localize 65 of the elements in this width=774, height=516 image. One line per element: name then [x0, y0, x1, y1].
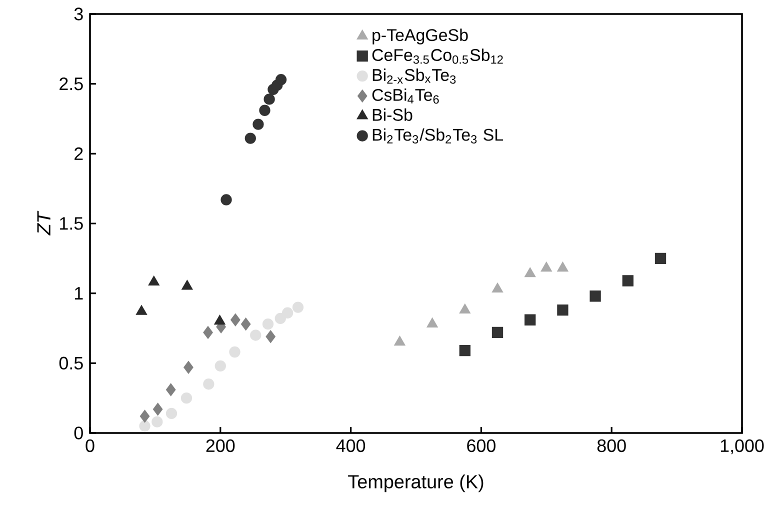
x-tick-label: 0 [86, 439, 94, 452]
point [292, 302, 304, 313]
point [214, 360, 226, 372]
point [230, 313, 240, 326]
point [166, 383, 176, 396]
legend-label: Bi-Sb [372, 108, 412, 121]
x-tick-label: 600 [467, 439, 496, 452]
point [184, 360, 194, 374]
legend-label: Bi$_{2-x}$Sb$_{x}$Te$_{3}$ [372, 68, 456, 84]
y-tick-label: 2 [74, 147, 83, 160]
point [244, 132, 256, 144]
y-tick-label: 1 [75, 287, 83, 300]
y-tick-label: 2.5 [60, 77, 83, 90]
point [557, 304, 568, 316]
point [240, 318, 251, 330]
point [654, 252, 666, 264]
point [492, 326, 504, 338]
point [262, 318, 274, 330]
point [214, 314, 226, 325]
y-tick-label: 0 [74, 426, 83, 440]
point [394, 336, 406, 346]
text: Bi$_{2}$Te$_{3}$/Sb$_{2}$Te$_{3}$ SL [372, 128, 503, 144]
point [229, 346, 240, 358]
point [459, 345, 470, 356]
point [140, 410, 150, 423]
point [180, 392, 192, 404]
point [148, 276, 160, 286]
point [274, 312, 286, 324]
point [220, 194, 232, 206]
x-tick-label: 800 [597, 439, 626, 452]
point [459, 304, 470, 314]
point [590, 290, 601, 302]
point [166, 408, 178, 420]
point [136, 305, 148, 315]
point [252, 118, 264, 130]
x-tick-label: 200 [206, 439, 235, 452]
legend-label: p-TeAgGeSb [372, 28, 468, 44]
x-tick-label: 400 [336, 439, 366, 452]
point [182, 280, 193, 290]
point [622, 275, 634, 286]
point [282, 307, 294, 318]
x-axis-title: Temperature (K) [348, 474, 484, 492]
point [426, 318, 438, 328]
point [524, 267, 536, 278]
point [557, 262, 568, 272]
point [203, 326, 213, 339]
y-tick-label: 0.5 [59, 356, 83, 370]
point [259, 104, 270, 116]
legend-label: CsBi$_{4}$Te$_{6}$ [372, 88, 439, 104]
y-tick-label: 3 [74, 8, 83, 20]
y-tick-label: 1.5 [60, 217, 83, 230]
point [250, 330, 262, 341]
point [275, 74, 287, 86]
point [203, 378, 214, 390]
point [152, 416, 163, 428]
point [152, 402, 163, 416]
point [492, 282, 504, 293]
point [540, 262, 552, 272]
point [139, 420, 150, 432]
legend-label: CeFe$_{3.5}$Co$_{0.5}$Sb$_{12}$ [372, 48, 503, 64]
x-tick-label: 1,000 [720, 439, 764, 454]
point [264, 94, 275, 105]
point [524, 314, 536, 326]
y-axis-title: ZT [37, 210, 50, 236]
point [266, 330, 276, 344]
